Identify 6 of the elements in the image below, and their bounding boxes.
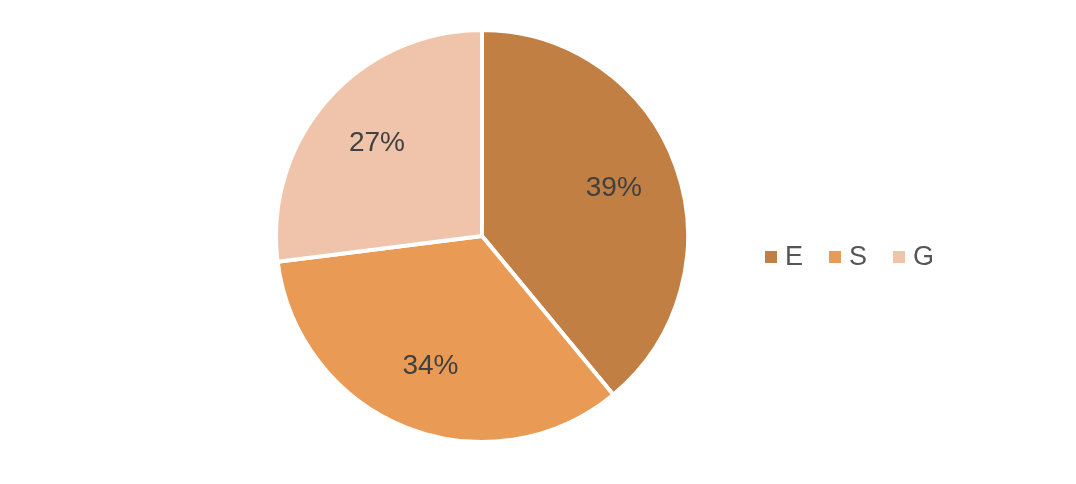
data-label: 34% — [402, 348, 459, 380]
data-label: 39% — [585, 171, 642, 203]
data-label: 27% — [348, 126, 405, 158]
legend-label: G — [913, 241, 935, 272]
legend-label: E — [785, 241, 804, 272]
legend-label: S — [849, 241, 868, 272]
